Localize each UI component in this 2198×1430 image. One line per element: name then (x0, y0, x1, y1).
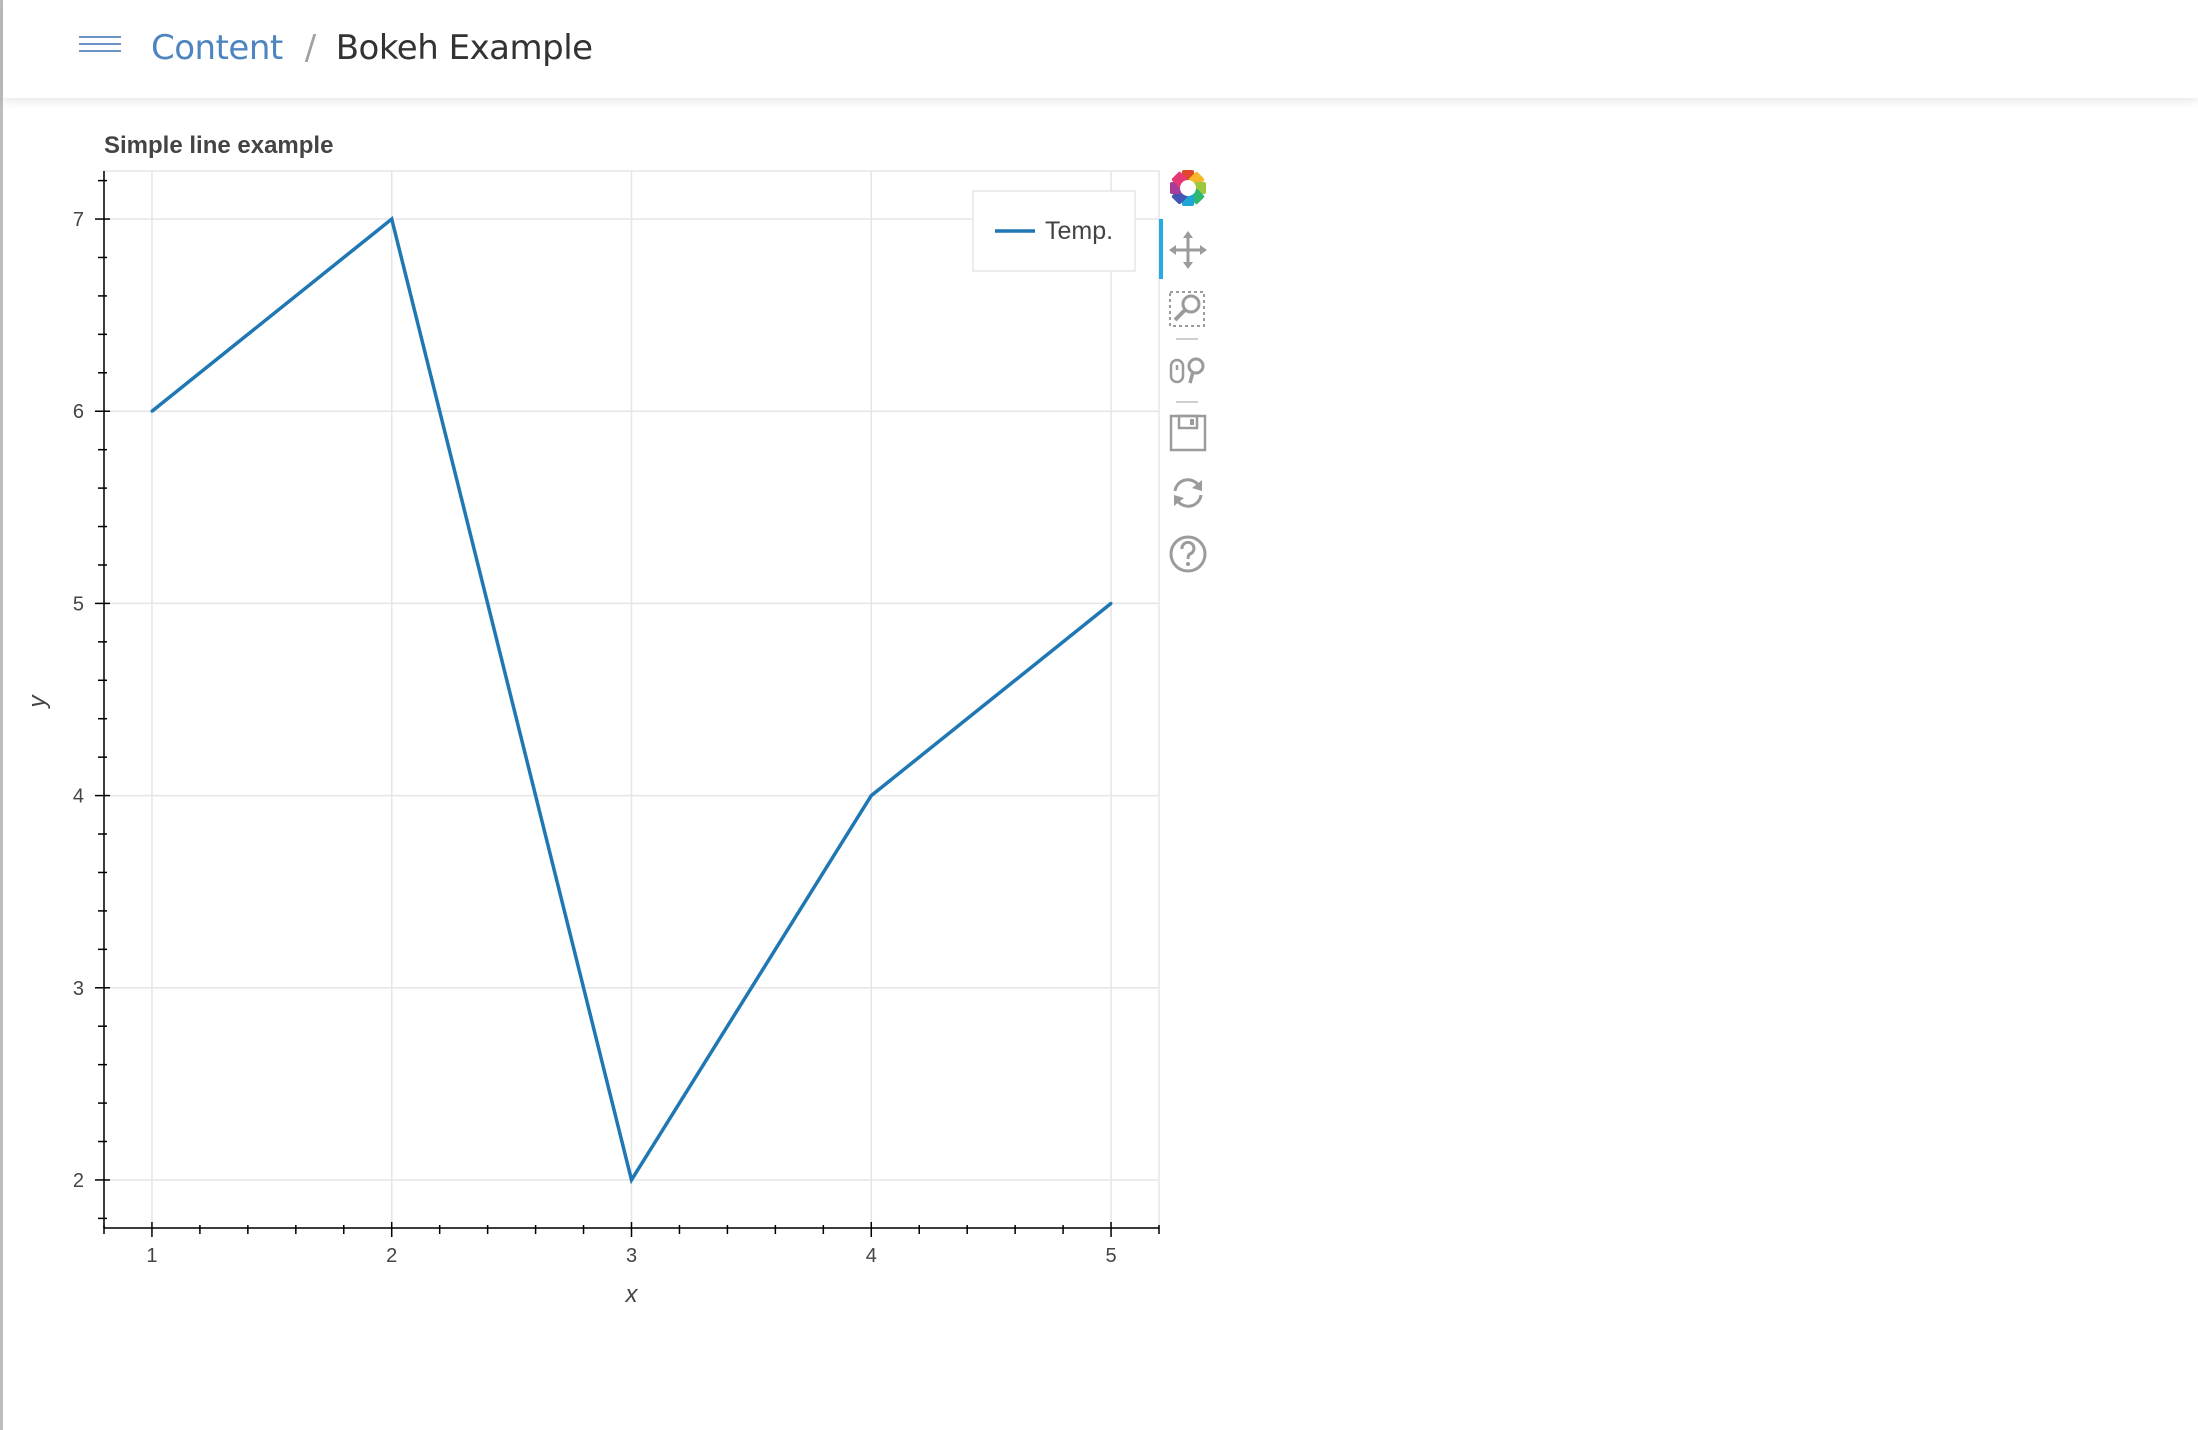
data-point (1109, 601, 1113, 605)
active-tool-indicator (1159, 219, 1163, 279)
breadcrumb: Content / Bokeh Example (151, 22, 593, 74)
breadcrumb-current-page: Bokeh Example (335, 28, 593, 68)
box-zoom-icon[interactable] (1166, 287, 1210, 331)
menu-icon[interactable] (79, 36, 121, 60)
y-tick-label: 3 (73, 978, 84, 1000)
pan-icon[interactable] (1166, 228, 1210, 272)
toolbar-separator (1176, 401, 1198, 403)
top-navigation-bar: Content / Bokeh Example (3, 0, 2198, 98)
x-tick-label: 4 (866, 1245, 877, 1267)
data-point (869, 794, 873, 798)
data-point (630, 1178, 633, 1182)
x-axis-label: x (625, 1281, 639, 1308)
y-tick-label: 6 (73, 401, 84, 423)
y-tick-label: 4 (73, 786, 84, 808)
y-axis-label: y (24, 694, 51, 710)
chart-title: Simple line example (104, 132, 333, 159)
toolbar-separator (1176, 338, 1198, 340)
y-tick-label: 7 (73, 209, 84, 231)
x-tick-label: 1 (146, 1245, 157, 1267)
breadcrumb-content-link[interactable]: Content (151, 28, 283, 68)
legend (972, 190, 1136, 272)
wheel-zoom-icon[interactable] (1166, 350, 1210, 394)
left-edge-rule (0, 0, 3, 1430)
x-tick-label: 5 (1105, 1245, 1116, 1267)
data-point (390, 217, 394, 221)
reset-icon[interactable] (1166, 471, 1210, 515)
y-tick-label: 5 (73, 593, 84, 615)
save-icon[interactable] (1166, 411, 1210, 455)
breadcrumb-separator: / (304, 28, 316, 68)
help-icon[interactable] (1166, 532, 1210, 576)
y-tick-label: 2 (73, 1170, 84, 1192)
bokeh-logo-icon[interactable] (1166, 166, 1210, 210)
x-tick-label: 2 (386, 1245, 397, 1267)
legend-label: Temp. (1045, 217, 1113, 245)
data-point (150, 409, 154, 413)
x-tick-label: 3 (626, 1245, 637, 1267)
